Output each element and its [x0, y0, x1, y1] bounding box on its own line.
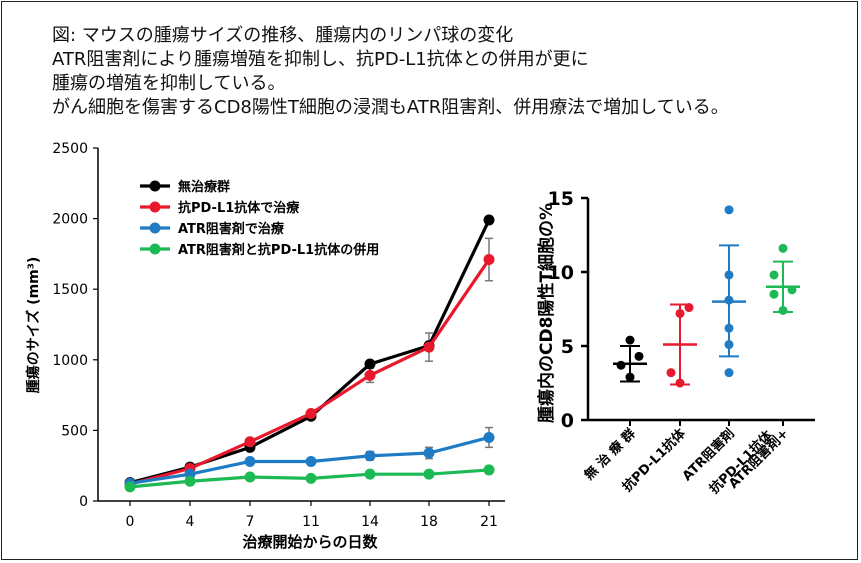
- caption-line: ATR阻害剤により腫瘍増殖を抑制し、抗PD-L1抗体との併用が更に: [52, 49, 589, 70]
- caption-line: がん細胞を傷害するCD8陽性T細胞の浸潤もATR阻害剤、併用療法で増加している。: [52, 97, 729, 118]
- caption-line: 腫瘍の増殖を抑制している。: [52, 73, 286, 94]
- caption-line: 図: マウスの腫瘍サイズの推移、腫瘍内のリンパ球の変化: [52, 25, 514, 46]
- figure-caption: 図: マウスの腫瘍サイズの推移、腫瘍内のリンパ球の変化 ATR阻害剤により腫瘍増…: [52, 24, 852, 120]
